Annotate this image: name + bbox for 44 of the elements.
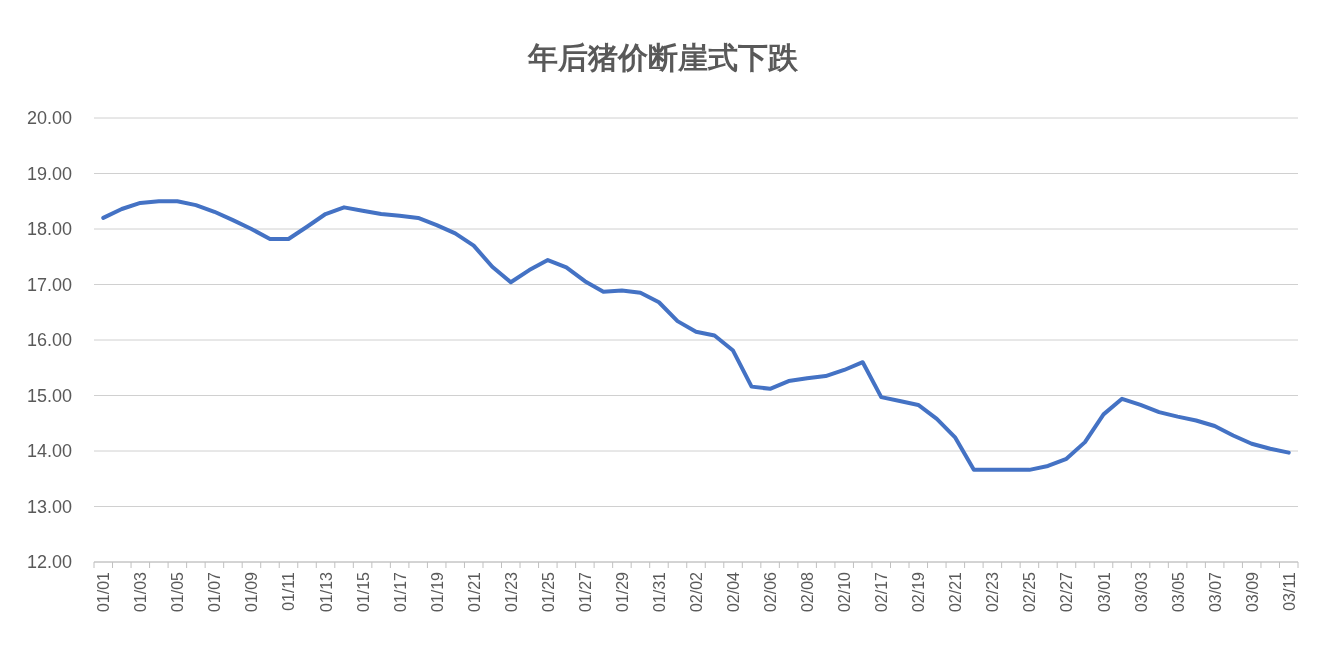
y-tick-label: 12.00 [26, 552, 72, 572]
x-tick-label: 02/08 [799, 571, 817, 613]
x-tick-label: 02/23 [984, 571, 1002, 613]
x-tick-label: 01/23 [502, 571, 520, 613]
x-tick-label: 01/01 [95, 571, 113, 613]
y-tick-label: 18.00 [26, 219, 72, 239]
x-tick-label: 02/19 [910, 571, 928, 613]
y-tick-label: 19.00 [26, 163, 72, 184]
x-tick-label: 03/11 [1280, 571, 1298, 611]
x-tick-label: 01/07 [206, 571, 224, 613]
x-tick-label: 02/21 [947, 571, 965, 613]
x-tick-label: 03/03 [1132, 571, 1150, 613]
line-series [101, 199, 1291, 472]
x-tick-label: 01/05 [169, 571, 187, 613]
x-tick-label: 01/19 [428, 571, 446, 613]
x-tick-label: 02/25 [1021, 571, 1039, 613]
chart-title: 年后猪价断崖式下跌 [527, 41, 799, 74]
x-tick-label: 01/15 [354, 571, 372, 613]
x-tick-label: 01/25 [539, 571, 557, 613]
x-tick-label: 01/29 [613, 571, 631, 613]
x-tick-label: 03/07 [1206, 571, 1224, 613]
x-tick-label: 02/02 [688, 571, 705, 613]
y-tick-label: 13.00 [26, 496, 72, 517]
x-tick-label: 01/11 [280, 571, 298, 611]
x-tick-label: 02/04 [725, 571, 743, 613]
x-tick-label: 02/17 [873, 571, 891, 613]
x-tick-label: 03/01 [1095, 571, 1113, 613]
y-tick-label: 15.00 [26, 385, 72, 406]
x-tick-label: 01/13 [317, 571, 335, 613]
x-tick-label: 03/05 [1169, 571, 1187, 613]
x-tick-label: 01/27 [576, 571, 594, 613]
x-tick-label: 01/31 [650, 571, 668, 613]
x-tick-label: 02/27 [1058, 571, 1076, 613]
y-tick-label: 14.00 [26, 441, 72, 461]
x-tick-label: 01/17 [391, 571, 409, 613]
x-tick-label: 01/21 [465, 571, 483, 613]
x-tick-label: 02/10 [836, 571, 854, 613]
x-tick-label: 02/06 [762, 571, 780, 613]
y-tick-label: 17.00 [26, 274, 72, 295]
x-tick-label: 01/03 [132, 571, 150, 613]
y-tick-label: 20.00 [26, 108, 72, 128]
x-tick-label: 03/09 [1243, 571, 1261, 613]
y-tick-label: 16.00 [26, 330, 72, 350]
x-tick-label: 01/09 [243, 571, 261, 613]
